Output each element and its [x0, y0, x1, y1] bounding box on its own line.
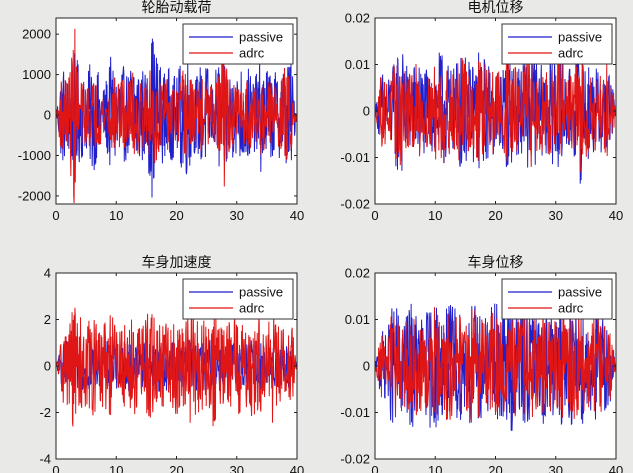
y-tick-label: 1000 — [22, 67, 51, 82]
legend-box — [182, 278, 294, 320]
y-tick-label: 4 — [44, 266, 51, 281]
x-tick-label: 10 — [109, 208, 123, 223]
x-tick-label: 0 — [371, 463, 378, 473]
legend-box — [501, 23, 613, 65]
y-tick-label: -4 — [39, 452, 51, 467]
x-tick-label: 40 — [290, 463, 304, 473]
legend-label-adrc: adrc — [239, 46, 265, 61]
y-tick-label: 2 — [44, 312, 51, 327]
legend-box — [182, 23, 294, 65]
y-tick-label: -0.02 — [340, 452, 370, 467]
y-tick-label: 2000 — [22, 27, 51, 42]
x-tick-label: 40 — [609, 463, 623, 473]
legend-label-adrc: adrc — [558, 46, 584, 61]
y-tick-label: -0.02 — [340, 197, 370, 212]
legend-label-adrc: adrc — [239, 301, 265, 316]
y-tick-label: -2 — [39, 405, 51, 420]
y-tick-label: 0 — [44, 108, 51, 123]
y-tick-label: 0.01 — [345, 312, 370, 327]
x-tick-label: 20 — [169, 463, 183, 473]
y-tick-label: 0 — [363, 104, 370, 119]
y-tick-label: -2000 — [18, 188, 51, 203]
subplot-1: 0 10 20 30 40 -2000 -1000 0 1000 2000 轮胎动载荷 passive… — [18, 0, 304, 223]
subplot-4: 0 10 20 30 40 -0.02 -0.01 0 0.01 0.02 车身位移 passivea… — [340, 254, 623, 473]
x-tick-label: 30 — [230, 208, 244, 223]
x-tick-label: 20 — [488, 208, 502, 223]
x-tick-label: 10 — [109, 463, 123, 473]
legend-label-adrc: adrc — [558, 301, 584, 316]
chart-title: 电机位移 — [468, 0, 524, 16]
x-tick-label: 30 — [230, 463, 244, 473]
legend-box — [501, 278, 613, 320]
y-tick-label: -0.01 — [340, 405, 370, 420]
subplot-2: 0 10 20 30 40 -0.02 -0.01 0 0.01 0.02 电机位移 passivea… — [340, 0, 623, 223]
x-tick-label: 30 — [549, 463, 563, 473]
y-tick-label: 0 — [363, 359, 370, 374]
series-line-adrc — [375, 305, 616, 423]
series-line-adrc — [56, 307, 297, 427]
y-tick-label: 0.02 — [345, 266, 370, 281]
chart-title: 车身加速度 — [142, 254, 212, 271]
legend-label-passive: passive — [558, 285, 602, 300]
x-tick-label: 40 — [290, 208, 304, 223]
x-tick-label: 10 — [428, 463, 442, 473]
legend-label-passive: passive — [239, 285, 283, 300]
y-tick-label: 0 — [44, 359, 51, 374]
legend-label-passive: passive — [558, 30, 602, 45]
x-tick-label: 40 — [609, 208, 623, 223]
chart-title: 轮胎动载荷 — [142, 0, 212, 16]
x-tick-label: 0 — [371, 208, 378, 223]
legend-label-passive: passive — [239, 30, 283, 45]
y-tick-label: -0.01 — [340, 150, 370, 165]
chart-title: 车身位移 — [468, 254, 524, 271]
x-tick-label: 20 — [488, 463, 502, 473]
x-tick-label: 0 — [52, 463, 59, 473]
x-tick-label: 20 — [169, 208, 183, 223]
y-tick-label: -1000 — [18, 148, 51, 163]
x-tick-label: 0 — [52, 208, 59, 223]
x-tick-label: 30 — [549, 208, 563, 223]
x-tick-label: 10 — [428, 208, 442, 223]
y-tick-label: 0.02 — [345, 11, 370, 26]
y-tick-label: 0.01 — [345, 57, 370, 72]
series-line-adrc — [56, 28, 297, 204]
